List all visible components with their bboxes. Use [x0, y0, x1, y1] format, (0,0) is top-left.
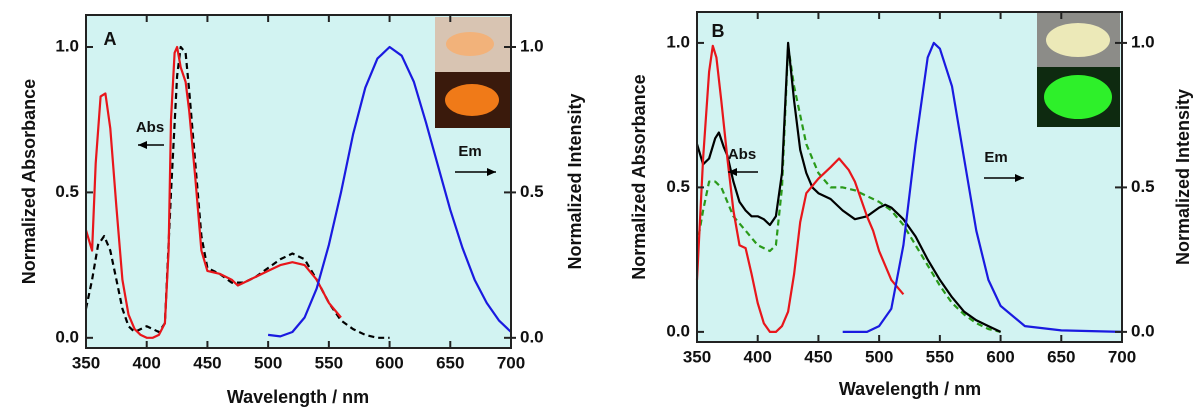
y-tick-label: 0.0: [666, 321, 690, 340]
x-tick-label: 350: [72, 353, 100, 372]
data-line: [695, 44, 1001, 333]
data-line: [84, 45, 342, 339]
y2-tick-label: 0.0: [1131, 321, 1155, 340]
y2-tick-label: 1.0: [1131, 32, 1155, 51]
annotation: Abs: [728, 146, 756, 163]
y-tick-label: 0.5: [55, 182, 79, 201]
annotation: Em: [458, 143, 481, 160]
insets: [435, 12, 1120, 128]
plot-frame: [696, 11, 1123, 343]
y-tick-label: 1.0: [55, 36, 79, 55]
x-tick-label: 650: [1047, 347, 1075, 366]
y2-tick-label: 0.0: [520, 327, 544, 346]
x-axis-title: Wavelength / nm: [227, 387, 369, 407]
photo-sample: [446, 32, 494, 56]
x-tick-label: 700: [1108, 347, 1136, 366]
plot-frame: [85, 14, 512, 349]
y2-axis-title: Normalized Intensity: [565, 93, 585, 269]
backgrounds: [86, 12, 1122, 348]
data-line: [842, 41, 1123, 333]
x-tick-label: 600: [986, 347, 1014, 366]
arrow-head: [1015, 174, 1024, 182]
panel-label: B: [712, 21, 725, 41]
y2-tick-label: 1.0: [520, 36, 544, 55]
photo-sample: [1046, 23, 1110, 57]
annotation: Abs: [136, 119, 164, 136]
arrow-head: [728, 168, 737, 176]
data-line: [695, 44, 905, 333]
photo-sample: [445, 84, 499, 116]
y2-tick-label: 0.5: [520, 182, 544, 201]
y-axis-title: Normalized Absorbance: [19, 79, 39, 284]
y2-axis-title: Normalized Intensity: [1173, 89, 1193, 265]
panel-label: A: [104, 29, 117, 49]
x-tick-label: 550: [315, 353, 343, 372]
arrow-head: [138, 141, 147, 149]
x-tick-label: 500: [254, 353, 282, 372]
x-tick-label: 450: [193, 353, 221, 372]
arrow-head: [487, 168, 496, 176]
x-tick-label: 650: [436, 353, 464, 372]
x-tick-label: 700: [497, 353, 525, 372]
x-tick-label: 600: [375, 353, 403, 372]
y-tick-label: 0.5: [666, 177, 690, 196]
photo-sample: [1044, 75, 1112, 119]
x-tick-label: 550: [926, 347, 954, 366]
x-tick-label: 400: [744, 347, 772, 366]
data-line: [267, 45, 512, 338]
y-tick-label: 0.0: [55, 327, 79, 346]
x-tick-label: 500: [865, 347, 893, 366]
x-axis-title: Wavelength / nm: [839, 379, 981, 399]
x-tick-label: 400: [133, 353, 161, 372]
x-tick-label: 350: [683, 347, 711, 366]
y-tick-label: 1.0: [666, 32, 690, 51]
x-tick-label: 450: [804, 347, 832, 366]
y-axis-title: Normalized Absorbance: [629, 74, 649, 279]
y2-tick-label: 0.5: [1131, 177, 1155, 196]
annotation: Em: [984, 149, 1007, 166]
